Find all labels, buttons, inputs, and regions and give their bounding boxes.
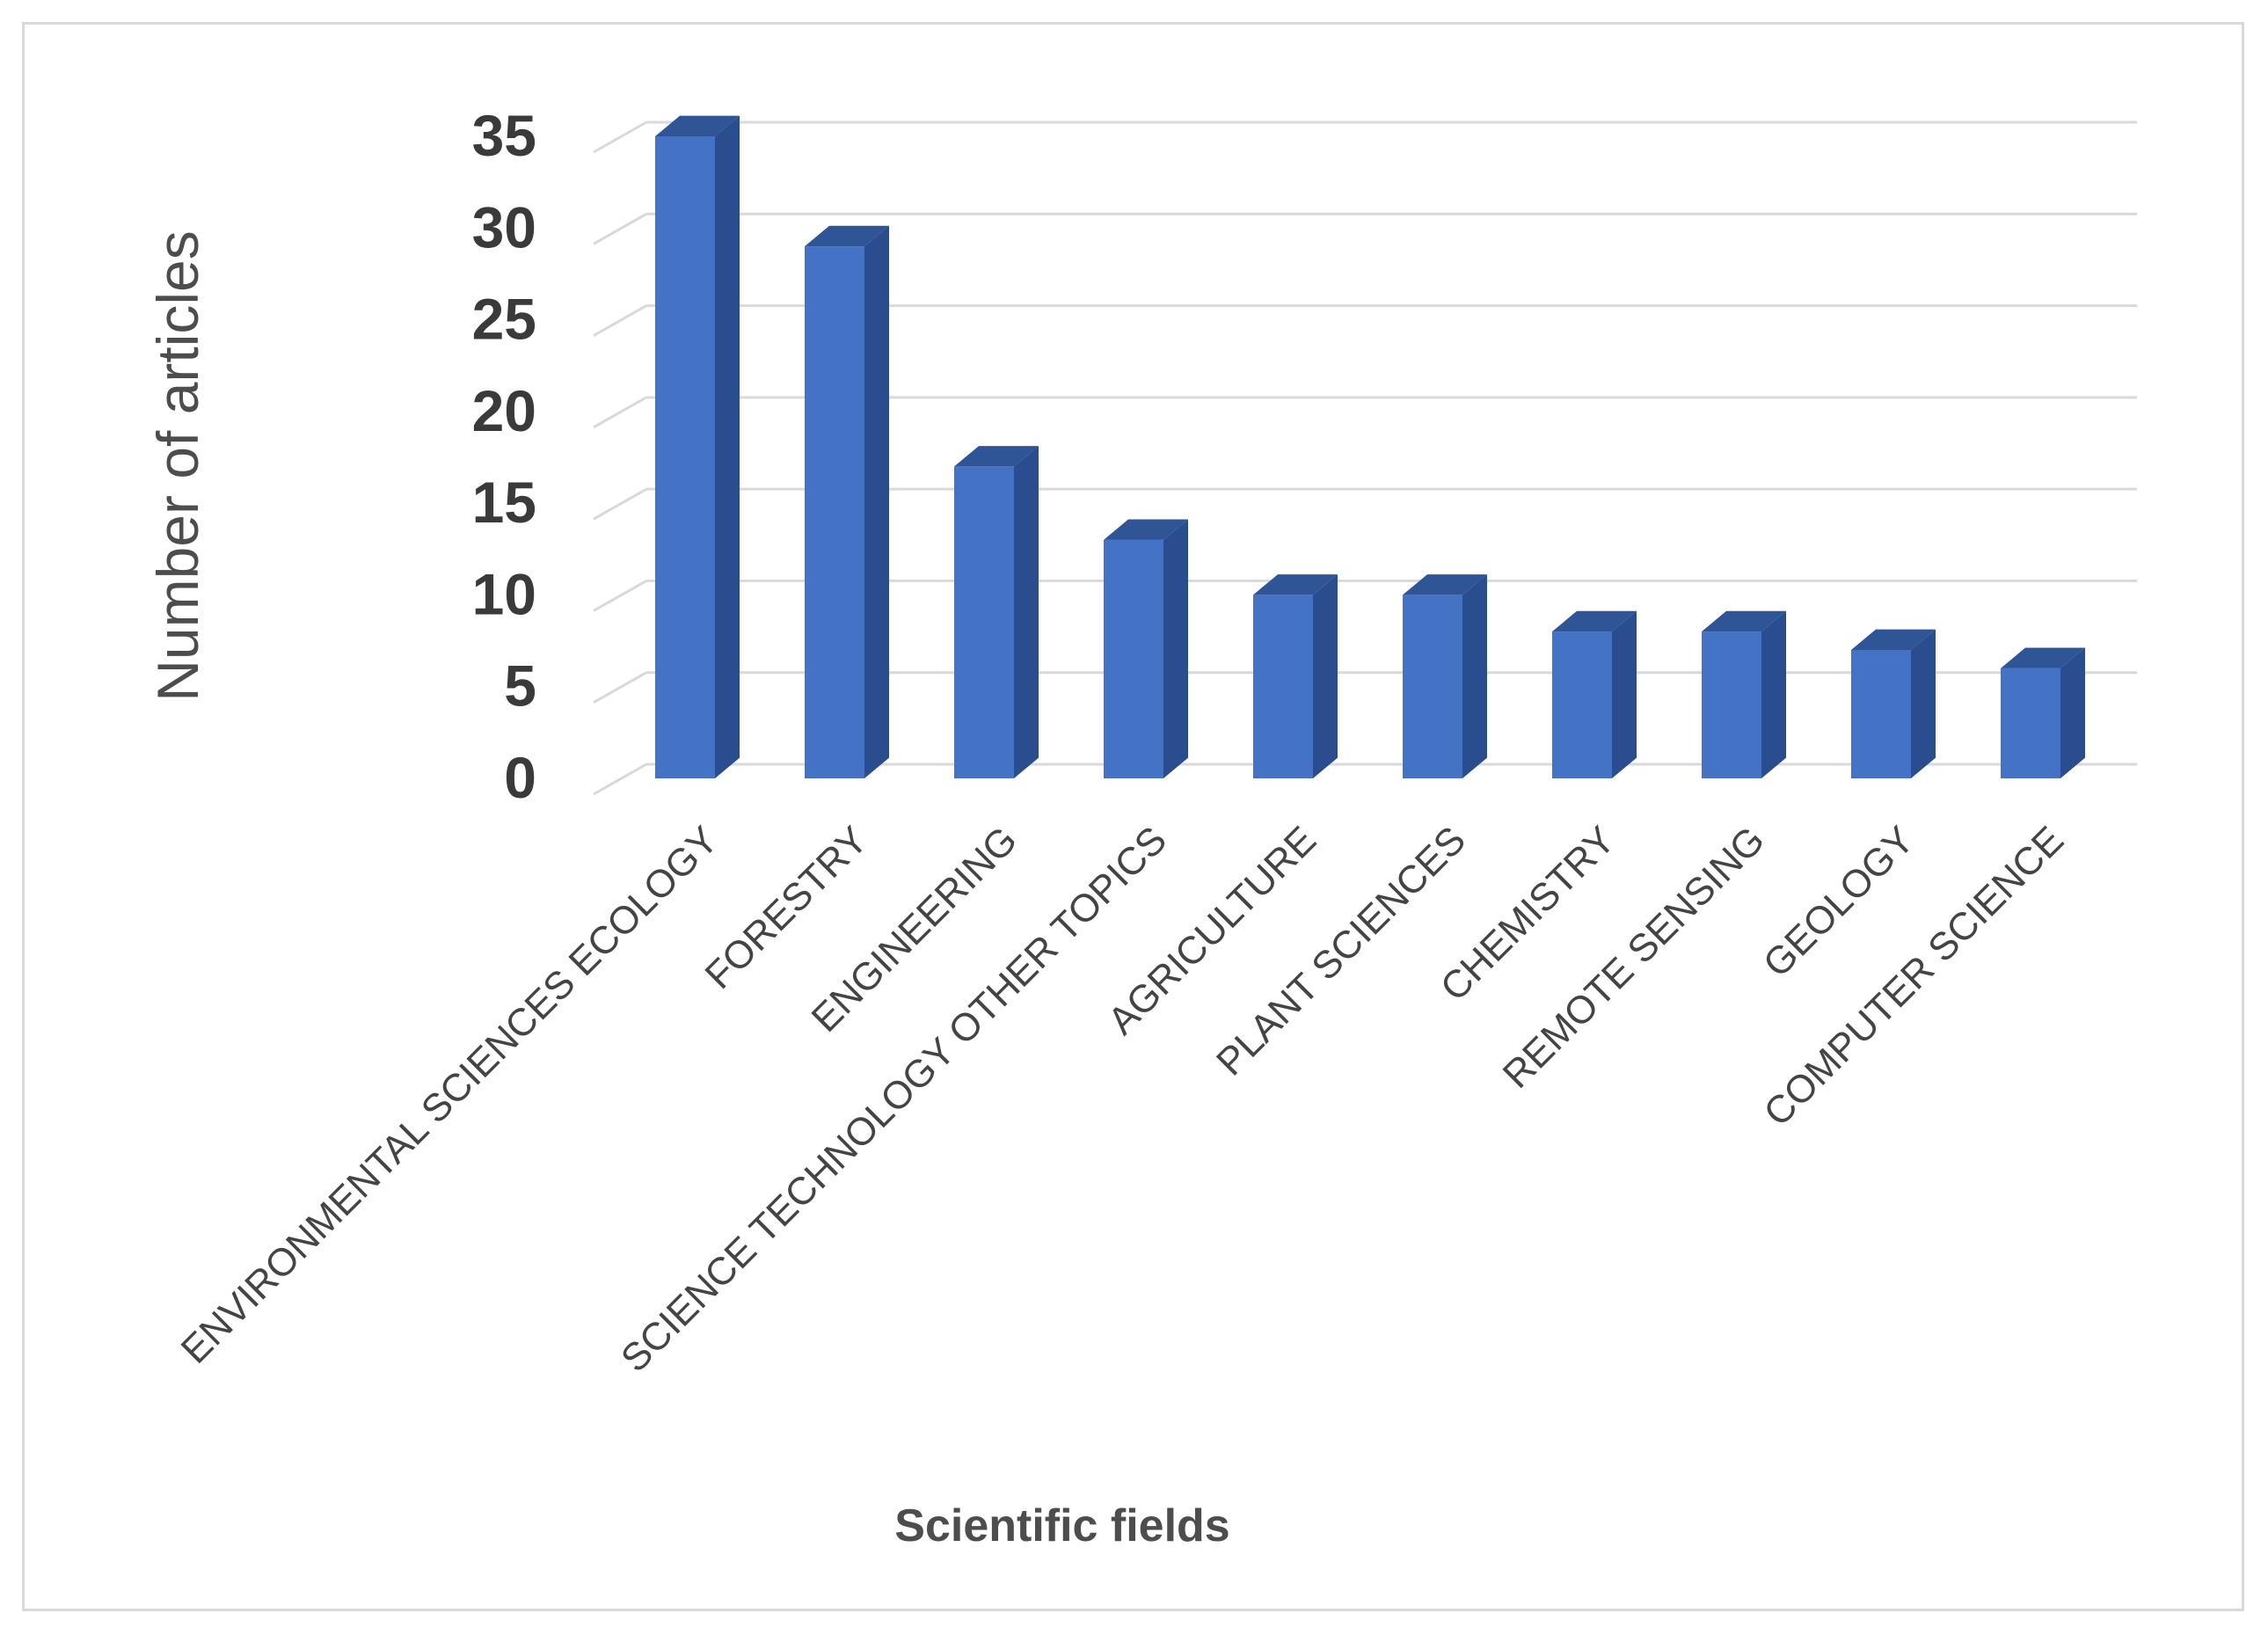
bar-top: [655, 115, 740, 136]
bar: [1403, 574, 1487, 778]
bar-top: [1253, 574, 1338, 595]
bar: [1702, 610, 1786, 778]
x-tick-label: COMPUTER SCIENCE: [1755, 818, 2072, 1135]
gridline-depth: [593, 212, 647, 245]
bar: [954, 446, 1039, 778]
y-tick-label: 20: [472, 378, 536, 443]
bar-top: [1104, 519, 1188, 540]
bar-front: [655, 136, 715, 778]
x-tick-label: GEOLOGY: [1755, 818, 1922, 985]
x-tick-label: REMOTE SENSING: [1495, 818, 1773, 1096]
bar-top: [1702, 610, 1786, 632]
gridline-depth: [593, 487, 647, 521]
gridline-depth: [593, 580, 647, 612]
bar-side: [1911, 629, 1936, 778]
chart-frame: [22, 22, 2244, 1611]
bar-front: [1104, 539, 1163, 778]
y-tick-label: 30: [472, 194, 536, 259]
bar-side: [1014, 446, 1039, 778]
bar-side: [1163, 519, 1188, 778]
gridline-depth: [593, 396, 647, 429]
x-axis-title: Scientific fields: [894, 1500, 1229, 1551]
bar-front: [805, 246, 864, 779]
bar-front: [1851, 650, 1911, 778]
bar-top: [954, 446, 1039, 467]
bars: [655, 115, 2085, 779]
bar-front: [2001, 668, 2060, 778]
bar-side: [715, 115, 740, 778]
y-tick-label: 35: [472, 103, 536, 168]
bar-side: [1612, 610, 1637, 778]
y-tick-label: 5: [504, 653, 536, 719]
bar-top: [1851, 629, 1936, 650]
gridline-depth: [593, 304, 647, 337]
bar: [2001, 647, 2085, 778]
bar-front: [1552, 631, 1612, 778]
x-tick-label: ENVIRONMENTAL SCIENCES ECOLOGY: [173, 818, 726, 1371]
y-tick-label: 0: [504, 745, 536, 810]
x-axis-ticks: ENVIRONMENTAL SCIENCES ECOLOGYFORESTRYEN…: [173, 818, 2072, 1380]
bar-front: [1702, 631, 1761, 778]
bar-side: [864, 225, 889, 778]
bar-top: [1552, 610, 1637, 632]
bar-top: [1403, 574, 1487, 595]
bar: [805, 225, 889, 779]
bar-side: [1313, 574, 1338, 778]
y-axis-title: Number of articles: [145, 230, 210, 702]
bar-front: [1253, 595, 1313, 778]
bar: [655, 115, 740, 778]
y-tick-label: 15: [472, 470, 536, 535]
gridline-depth: [593, 120, 647, 154]
bar-top: [805, 225, 889, 247]
x-tick-label: PLANT SCIENCES: [1208, 818, 1474, 1084]
bar-front: [1403, 595, 1462, 778]
gridline-depth: [593, 671, 647, 704]
gridline-depth: [593, 763, 647, 796]
bar-side: [1462, 574, 1487, 778]
y-axis-ticks: 0 5 10 15 20 25 30 35: [472, 103, 536, 810]
bar: [1253, 574, 1338, 778]
bar: [1104, 519, 1188, 778]
bar-side: [1761, 610, 1786, 778]
bar-top: [2001, 647, 2085, 668]
bar-side: [2060, 647, 2085, 778]
bar-front: [954, 466, 1014, 778]
y-tick-label: 10: [472, 561, 536, 626]
bar: [1552, 610, 1637, 778]
y-tick-label: 25: [472, 287, 536, 352]
bar: [1851, 629, 1936, 778]
x-tick-label: SCIENCE TECHNOLOGY OTHER TOPICS: [613, 818, 1175, 1380]
